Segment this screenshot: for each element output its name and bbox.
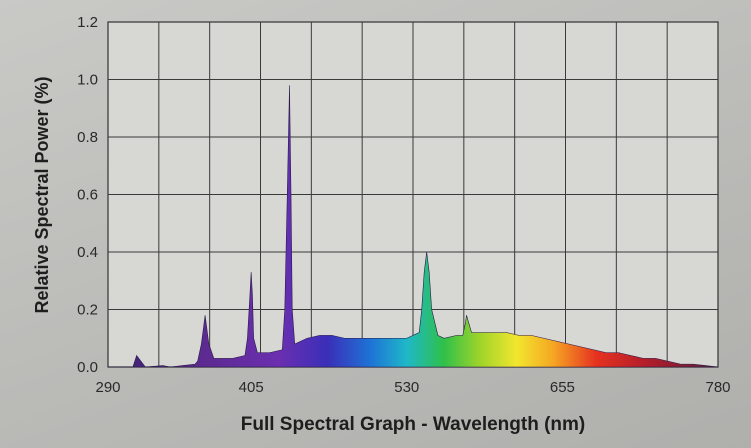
x-axis-label: Full Spectral Graph - Wavelength (nm) <box>241 414 586 435</box>
y-tick-label: 0.0 <box>77 359 98 376</box>
y-tick-label: 0.4 <box>77 244 98 261</box>
x-tick-labels: 290 405 530 655 780 <box>95 379 730 396</box>
x-tick-label: 530 <box>394 379 419 396</box>
x-tick-label: 655 <box>550 379 575 396</box>
y-tick-label: 0.8 <box>77 129 98 146</box>
x-tick-label: 405 <box>239 379 264 396</box>
x-tick-label: 290 <box>95 379 120 396</box>
spectrum-area <box>108 85 719 368</box>
y-tick-labels: 0.0 0.2 0.4 0.6 0.8 1.0 1.2 <box>77 14 98 376</box>
y-tick-label: 0.2 <box>77 302 98 319</box>
y-tick-label: 1.2 <box>77 14 98 31</box>
y-tick-label: 1.0 <box>77 72 98 89</box>
y-axis-label: Relative Spectral Power (%) <box>32 76 52 313</box>
grid-lines <box>108 22 718 367</box>
y-tick-label: 0.6 <box>77 187 98 204</box>
x-tick-label: 780 <box>705 379 730 396</box>
